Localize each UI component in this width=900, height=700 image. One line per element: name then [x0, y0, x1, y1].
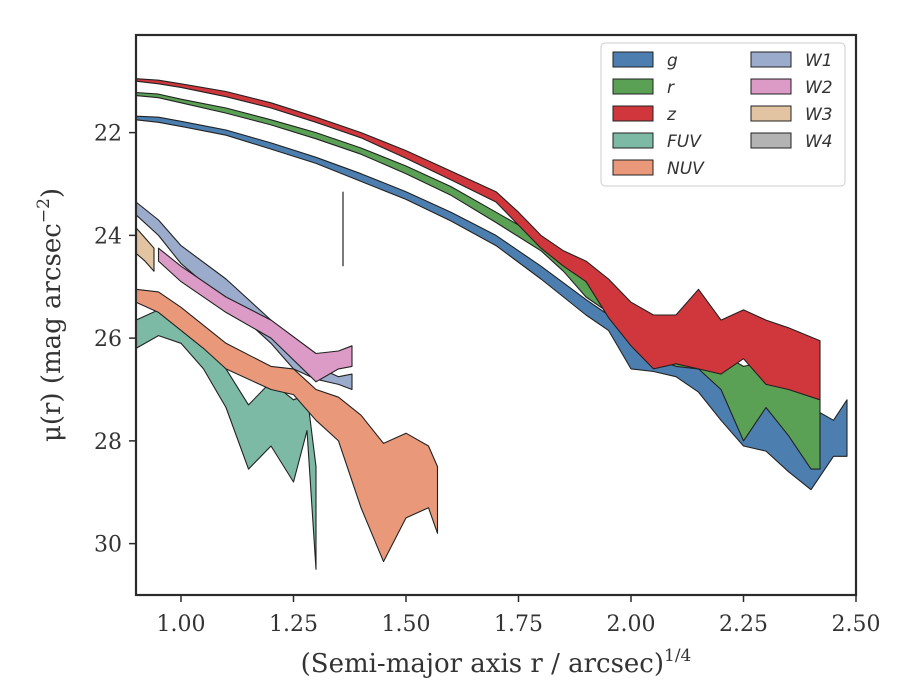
y-tick-label: 26 [94, 327, 122, 352]
legend-swatch-g [612, 51, 654, 68]
legend-label-z: z [666, 105, 677, 125]
x-tick-label: 2.25 [719, 612, 768, 637]
band-w3 [135, 227, 155, 272]
legend-label-w1: W1 [805, 51, 833, 71]
y-tick-label: 24 [94, 224, 122, 249]
legend-swatch-nuv [612, 159, 654, 176]
x-tick-label: 2.00 [607, 612, 656, 637]
legend-swatch-w3 [750, 105, 792, 122]
x-tick-label: 1.00 [157, 612, 206, 637]
y-axis-label: μ(r) (mag arcsec−2) [34, 188, 67, 442]
x-tick-label: 1.25 [269, 612, 318, 637]
band-w1 [135, 201, 353, 391]
x-tick-label: 1.75 [494, 612, 543, 637]
legend-label-w3: W3 [805, 105, 833, 125]
band-w2 [157, 247, 353, 383]
y-tick-label: 30 [94, 533, 122, 558]
legend-label-nuv: NUV [667, 159, 705, 179]
legend-swatch-w1 [750, 51, 792, 68]
x-tick-label: 1.50 [382, 612, 431, 637]
legend-swatch-w2 [750, 78, 792, 95]
x-tick-label: 2.50 [832, 612, 881, 637]
legend-label-w2: W2 [805, 78, 833, 98]
legend-label-r: r [667, 78, 675, 98]
band-nuv [135, 288, 439, 563]
band-g [135, 115, 848, 491]
legend-swatch-r [612, 78, 654, 95]
x-axis-label: (Semi-major axis r / arcsec)1/4 [301, 646, 692, 679]
band-r [135, 91, 821, 470]
legend-label-fuv: FUV [667, 132, 702, 152]
legend-swatch-z [612, 105, 654, 122]
legend-label-w4: W4 [805, 132, 833, 152]
legend-swatch-w4 [750, 132, 792, 149]
band-z [135, 78, 821, 401]
bands-layer [135, 78, 848, 570]
y-tick-label: 28 [94, 430, 122, 455]
plot-frame [134, 33, 858, 597]
legend-swatch-fuv [612, 132, 654, 149]
legend-label-g: g [667, 51, 678, 71]
legend: grz FUV NUV W1 W2 W3 W4 [600, 42, 846, 187]
y-tick-label: 22 [94, 122, 122, 147]
ticks-layer: 1.00 1.25 1.50 1.75 2.00 2.25 2.50 22 24 26 28 30 [94, 122, 880, 637]
